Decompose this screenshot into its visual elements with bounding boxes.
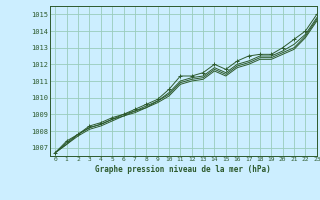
- X-axis label: Graphe pression niveau de la mer (hPa): Graphe pression niveau de la mer (hPa): [95, 165, 271, 174]
